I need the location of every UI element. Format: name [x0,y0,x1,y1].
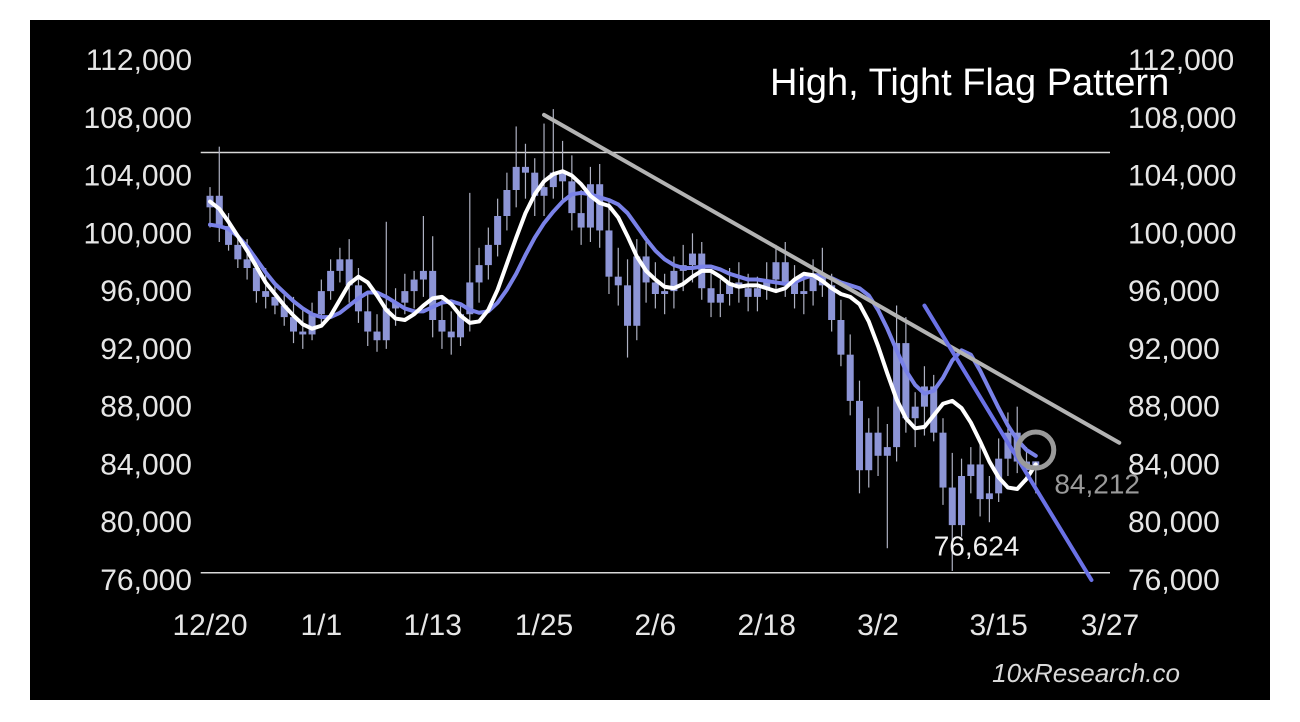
candle-body [420,271,427,280]
candle-body [800,291,807,294]
candle-body [578,213,585,227]
chart-frame: 76,000 76,000 80,000 80,000 84,000 84,000 88,0… [30,20,1270,700]
candle-body [967,464,974,476]
candle-body [717,294,724,303]
y-axis-label-right: 104,000 [1128,160,1236,193]
candle-body [772,262,779,279]
y-axis-label-right: 100,000 [1128,217,1236,250]
x-axis-label: 3/2 [857,609,899,642]
candle-body [299,332,306,335]
candle-body [596,184,603,230]
candle-body [494,216,501,245]
candle-body [652,282,659,294]
x-axis-label: 2/18 [738,609,796,642]
y-axis-label-right: 96,000 [1128,275,1220,308]
candle-body [754,288,761,297]
x-axis-label: 12/20 [172,609,247,642]
y-axis-label-left: 108,000 [84,102,192,135]
y-axis-label-right: 84,000 [1128,448,1220,481]
candle-body [986,493,993,499]
candle-body [485,245,492,265]
candle-body [689,254,696,266]
candle-body [949,488,956,526]
candle-body [912,407,919,419]
x-axis-label: 2/6 [635,609,677,642]
y-axis-label-right: 80,000 [1128,506,1220,539]
y-axis-label-right: 76,000 [1128,564,1220,597]
candle-body [503,190,510,216]
chart-title: High, Tight Flag Pattern [770,62,1169,104]
candle-body [262,291,269,297]
candle-body [837,320,844,355]
candle-body [624,285,631,325]
chart-bg [30,20,1270,700]
candle-body [865,433,872,471]
y-axis-label-left: 76,000 [100,564,192,597]
candle-body [336,259,343,271]
x-axis-label: 3/27 [1081,609,1139,642]
candle-body [782,262,789,282]
candle-body [318,291,325,314]
x-axis-label: 1/1 [300,609,342,642]
candle-body [856,401,863,470]
candle-body [522,167,529,173]
candle-body [661,291,668,294]
candle-body [745,288,752,297]
candle-body [374,332,381,341]
candle-body [884,447,891,456]
candle-body [411,280,418,292]
x-axis-label: 3/15 [969,609,1027,642]
candle-body [615,277,622,286]
candle-body [401,291,408,303]
y-axis-label-left: 100,000 [84,217,192,250]
y-axis-label-left: 88,000 [100,391,192,424]
candle-body [234,245,241,259]
y-axis-label-left: 80,000 [100,506,192,539]
candle-body [977,464,984,499]
y-axis-label-left: 84,000 [100,448,192,481]
candle-body [364,311,371,331]
x-axis-label: 1/25 [515,609,573,642]
price-chart: 76,000 76,000 80,000 80,000 84,000 84,000 88,0… [30,20,1270,700]
candle-body [633,256,640,325]
page-root: 76,000 76,000 80,000 80,000 84,000 84,000 88,0… [0,0,1300,722]
candle-body [309,314,316,334]
candle-body [708,288,715,302]
candle-body [902,343,909,418]
candle-body [327,271,334,291]
candle-body [448,332,455,338]
candle-body [875,433,882,456]
candle-body [429,271,436,320]
price-annotation: 84,212 [1054,468,1140,499]
candle-body [244,259,251,268]
y-axis-label-left: 92,000 [100,333,192,366]
watermark: 10xResearch.co [992,658,1180,688]
y-axis-label-left: 96,000 [100,275,192,308]
y-axis-label-right: 88,000 [1128,391,1220,424]
y-axis-label-right: 92,000 [1128,333,1220,366]
candle-body [958,476,965,525]
y-axis-label-left: 112,000 [86,44,192,77]
y-axis-label-right: 108,000 [1128,102,1236,135]
candle-body [513,167,520,190]
candle-body [939,433,946,488]
candle-body [541,187,548,196]
price-annotation: 76,624 [934,530,1020,561]
candle-body [847,355,854,401]
candle-body [438,320,445,332]
x-axis-label: 1/13 [403,609,461,642]
candle-body [605,230,612,276]
y-axis-label-left: 104,000 [84,160,192,193]
candle-body [476,265,483,282]
